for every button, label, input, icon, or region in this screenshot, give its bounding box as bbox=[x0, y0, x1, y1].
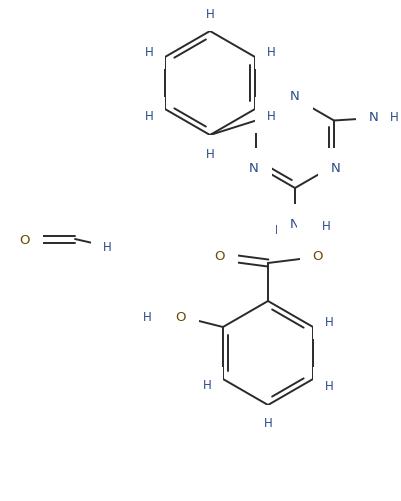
Text: H: H bbox=[266, 109, 275, 122]
Text: H: H bbox=[205, 147, 214, 160]
Text: N: N bbox=[330, 162, 340, 175]
Text: N: N bbox=[290, 218, 299, 231]
Text: H: H bbox=[324, 315, 332, 328]
Text: O: O bbox=[312, 250, 322, 263]
Text: O: O bbox=[214, 250, 225, 263]
Text: H: H bbox=[274, 224, 283, 237]
Text: H: H bbox=[321, 220, 330, 233]
Text: H: H bbox=[367, 123, 375, 136]
Text: H: H bbox=[308, 224, 316, 237]
Text: N: N bbox=[368, 111, 378, 124]
Text: H: H bbox=[205, 8, 214, 21]
Text: H: H bbox=[142, 311, 151, 324]
Text: O: O bbox=[175, 311, 186, 324]
Text: H: H bbox=[324, 379, 332, 392]
Text: H: H bbox=[266, 46, 275, 59]
Text: O: O bbox=[20, 233, 30, 246]
Text: N: N bbox=[290, 90, 299, 103]
Text: N: N bbox=[249, 162, 258, 175]
Text: H: H bbox=[102, 241, 111, 254]
Text: H: H bbox=[202, 379, 211, 392]
Text: H: H bbox=[389, 111, 397, 124]
Text: H: H bbox=[144, 46, 153, 59]
Text: H: H bbox=[144, 109, 153, 122]
Text: H: H bbox=[263, 417, 272, 430]
